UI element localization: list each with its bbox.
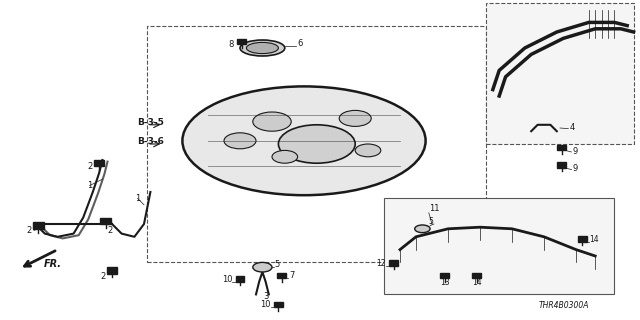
Text: 1: 1 [135,194,140,203]
Text: 11: 11 [429,204,439,213]
Text: 14: 14 [472,278,482,287]
Text: 2: 2 [27,226,32,235]
Text: FR.: FR. [44,259,61,269]
Text: 10: 10 [222,275,232,284]
Bar [277,273,286,278]
Text: 2: 2 [100,272,106,281]
Text: 14: 14 [589,235,598,244]
Bar [440,273,449,278]
Text: 9: 9 [573,164,578,173]
FancyBboxPatch shape [486,3,634,144]
Text: 5: 5 [274,260,279,269]
Circle shape [278,125,355,163]
Text: 4: 4 [570,123,575,132]
Text: 10: 10 [260,300,271,309]
Text: 2: 2 [88,162,93,171]
Circle shape [272,150,298,163]
Bar [237,39,246,44]
Text: 13: 13 [440,278,450,287]
Bar [557,145,566,150]
Ellipse shape [246,43,278,54]
Text: B-3-6: B-3-6 [138,137,164,146]
Bar [33,222,44,229]
Circle shape [224,133,256,149]
Text: 5: 5 [429,217,434,226]
Circle shape [253,262,272,272]
Bar [107,267,117,274]
Text: 9: 9 [573,147,578,156]
Text: 1: 1 [87,181,92,190]
Circle shape [415,225,430,233]
Bar [94,160,104,166]
Circle shape [253,112,291,131]
Text: 2: 2 [108,226,113,235]
FancyBboxPatch shape [384,198,614,294]
Bar [472,273,481,278]
Ellipse shape [182,86,426,195]
Text: 12: 12 [376,259,386,268]
Bar [236,276,244,282]
Text: THR4B0300A: THR4B0300A [538,301,589,310]
Ellipse shape [240,40,285,56]
Bar [274,301,283,307]
Circle shape [355,144,381,157]
Text: 3: 3 [263,292,268,301]
Bar [557,163,566,168]
Bar [389,260,398,266]
Text: 7: 7 [289,271,294,280]
Bar [100,218,111,224]
Text: 6: 6 [298,39,303,48]
Text: B-3-5: B-3-5 [138,118,164,127]
Circle shape [339,110,371,126]
Text: 8: 8 [229,40,234,49]
Bar [578,236,587,242]
